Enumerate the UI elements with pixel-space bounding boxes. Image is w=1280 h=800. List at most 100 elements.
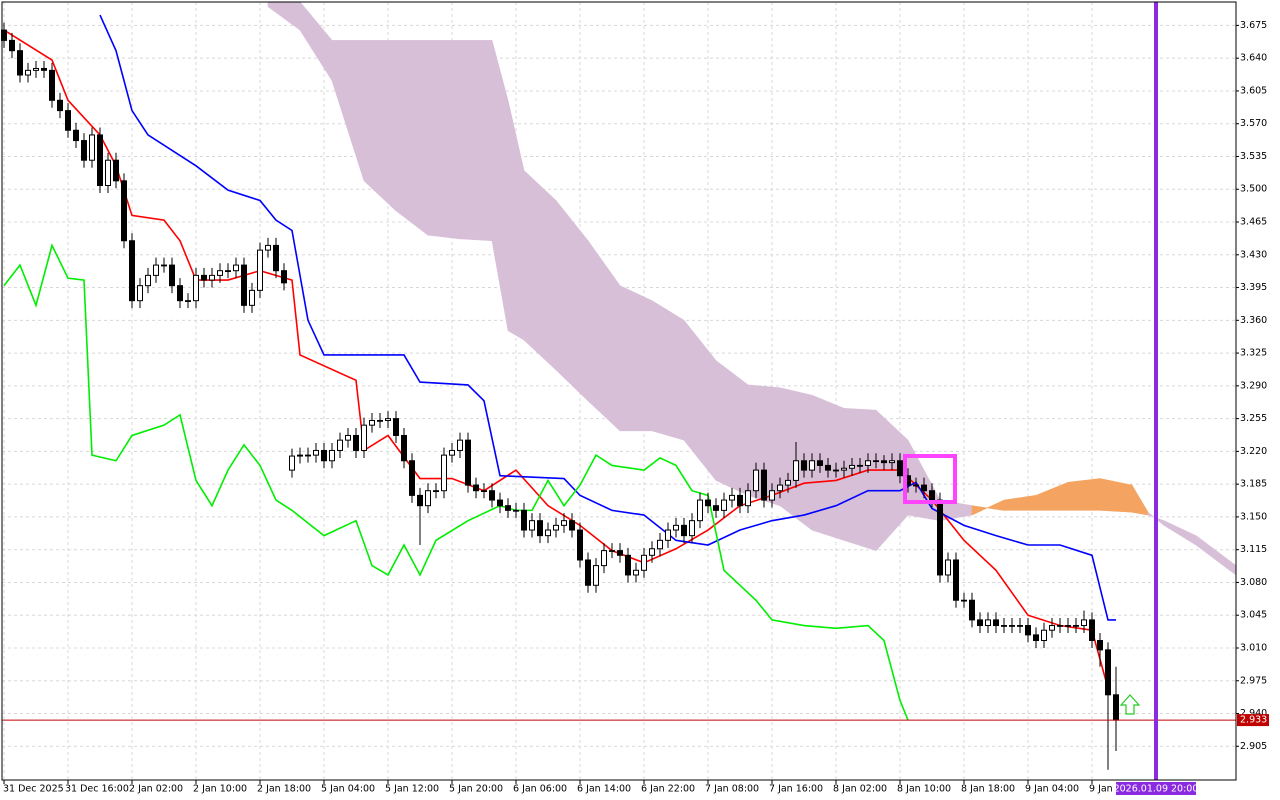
y-tick-label: 3.255 (1240, 413, 1267, 424)
highlight-box (903, 454, 957, 504)
candle-body (81, 140, 87, 161)
cloud-segment (651, 300, 685, 441)
candle-body (137, 285, 143, 302)
candle-body (49, 69, 55, 101)
indicator-line (3, 243, 909, 721)
candle-body (825, 464, 831, 471)
candle-body (385, 418, 391, 421)
y-tick-label: 3.395 (1240, 282, 1267, 293)
x-tick-label: 7 Jan 08:00 (705, 784, 759, 795)
candle-body (569, 520, 575, 531)
candle-body (641, 554, 647, 571)
x-tick-label: 8 Jan 02:00 (833, 784, 887, 795)
candle-body (209, 274, 215, 281)
axes: 3.675 3.640 3.605 3.570 3.535 3.500 3.465 3.430… (3, 20, 1269, 795)
candle-body (329, 449, 335, 462)
candle-body (745, 490, 751, 507)
candle-body (625, 554, 631, 576)
candle-body (1025, 625, 1031, 636)
candle-body (193, 274, 199, 302)
grid (2, 2, 1236, 780)
candle-body (1049, 625, 1055, 631)
y-tick-label: 3.640 (1240, 53, 1267, 64)
candle-body (1033, 634, 1039, 642)
candle-body (489, 490, 495, 501)
candle-body (25, 69, 31, 76)
candle-body (689, 520, 695, 537)
candle-body (409, 460, 415, 496)
candle-body (649, 548, 655, 556)
plot-border (1, 1, 1237, 781)
y-tick-label: 3.290 (1240, 380, 1267, 391)
candle-body (361, 424, 367, 451)
x-tick-label: 5 Jan 12:00 (385, 784, 439, 795)
candle-body (633, 569, 639, 576)
candle-body (849, 464, 855, 469)
candles (1, 22, 1119, 770)
candle-body (537, 520, 543, 537)
cloud-segment (1067, 478, 1101, 511)
candle-body (297, 454, 303, 457)
x-tick-label: 6 Jan 22:00 (641, 784, 695, 795)
candle-body (553, 524, 559, 531)
candle-body (1041, 629, 1047, 642)
candle-body (1065, 625, 1071, 627)
x-tick-label: 9 Jan (1089, 784, 1113, 795)
candle-body (953, 559, 959, 601)
candle-body (705, 499, 711, 507)
overlays (2, 2, 1236, 780)
candle-body (737, 494, 743, 507)
candle-body (913, 484, 919, 487)
candle-body (425, 490, 431, 507)
candle-body (521, 509, 527, 531)
cloud-segment (459, 40, 493, 242)
vertical-line-label-box (1116, 782, 1196, 795)
x-tick-label: 8 Jan 18:00 (961, 784, 1015, 795)
y-tick-label: 3.220 (1240, 446, 1267, 457)
y-tick-label: 3.535 (1240, 151, 1267, 162)
candle-body (657, 539, 663, 550)
candle-body (233, 264, 239, 272)
last-price-label: 2.933 (1240, 715, 1267, 726)
y-tick-label: 3.605 (1240, 85, 1267, 96)
candle-body (697, 499, 703, 522)
candle-body (761, 469, 767, 501)
candle-body (505, 505, 511, 511)
candle-body (1017, 625, 1023, 627)
candle-body (937, 499, 943, 576)
candle-body (577, 529, 583, 561)
y-tick-label: 2.975 (1240, 675, 1267, 686)
candle-body (1073, 625, 1079, 627)
candle-body (281, 270, 287, 284)
candle-body (177, 285, 183, 302)
up-arrow (1119, 694, 1141, 715)
candle-body (585, 559, 591, 586)
candle-body (377, 419, 383, 422)
candle-body (305, 454, 311, 457)
candle-body (921, 484, 927, 492)
y-tick-label: 3.675 (1240, 20, 1267, 31)
candle-body (681, 524, 687, 537)
candle-body (249, 289, 255, 306)
candle-body (153, 264, 159, 276)
candle-body (809, 460, 815, 471)
candle-body (145, 274, 151, 287)
candle-body (889, 460, 895, 464)
y-tick-label: 3.115 (1240, 544, 1267, 555)
candle-body (265, 244, 271, 251)
candle-body (105, 159, 111, 186)
y-tick-label: 3.185 (1240, 479, 1267, 490)
candle-body (529, 520, 535, 531)
candle-body (289, 455, 295, 471)
candle-body (9, 39, 15, 52)
candle-body (777, 484, 783, 492)
candle-body (369, 419, 375, 426)
candle-body (57, 99, 63, 112)
candle-body (601, 550, 607, 567)
candle-body (969, 599, 975, 621)
y-tick-label: 3.360 (1240, 315, 1267, 326)
cloud-segment (363, 40, 397, 212)
candle-body (545, 529, 551, 537)
candle-body (873, 460, 879, 463)
